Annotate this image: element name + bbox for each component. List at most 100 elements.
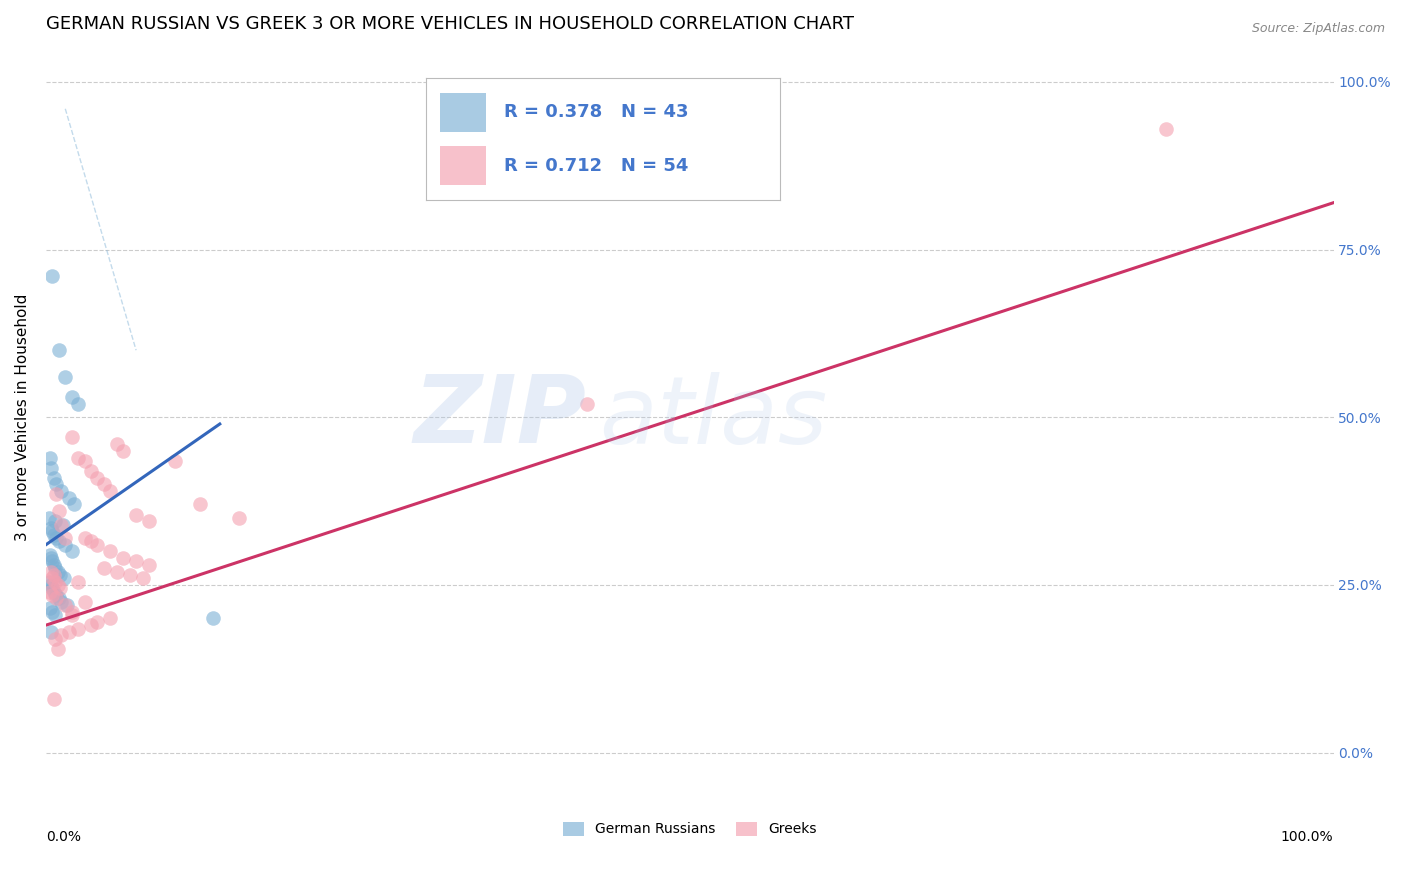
Point — [38, 511, 60, 525]
Point — [41, 605, 63, 619]
Point — [86, 470, 108, 484]
Point — [45, 487, 67, 501]
Point — [41, 554, 63, 568]
Text: 100.0%: 100.0% — [1281, 830, 1333, 845]
Point — [112, 443, 135, 458]
Point — [46, 578, 69, 592]
Point — [44, 632, 66, 646]
Point — [60, 608, 83, 623]
Point — [131, 571, 153, 585]
Point — [39, 624, 62, 639]
Point — [202, 611, 225, 625]
Point — [93, 561, 115, 575]
Point — [39, 521, 62, 535]
Point — [55, 598, 77, 612]
Point — [48, 343, 70, 358]
Point — [42, 692, 65, 706]
Point — [53, 598, 76, 612]
Point — [41, 582, 63, 596]
Legend: German Russians, Greeks: German Russians, Greeks — [557, 816, 823, 842]
Point — [73, 595, 96, 609]
Point — [80, 534, 103, 549]
Point — [48, 534, 70, 549]
Point — [86, 615, 108, 629]
Point — [38, 450, 60, 465]
Point — [58, 491, 80, 505]
Point — [163, 454, 186, 468]
Text: GERMAN RUSSIAN VS GREEK 3 OR MORE VEHICLES IN HOUSEHOLD CORRELATION CHART: GERMAN RUSSIAN VS GREEK 3 OR MORE VEHICL… — [46, 15, 853, 33]
Point — [41, 524, 63, 539]
Point — [39, 578, 62, 592]
Point — [80, 618, 103, 632]
Y-axis label: 3 or more Vehicles in Household: 3 or more Vehicles in Household — [15, 293, 30, 541]
Point — [42, 527, 65, 541]
Point — [105, 565, 128, 579]
Point — [42, 558, 65, 572]
Point — [118, 567, 141, 582]
Point — [48, 591, 70, 606]
Point — [138, 558, 160, 572]
Point — [38, 574, 60, 589]
Point — [125, 554, 148, 568]
Point — [60, 430, 83, 444]
Point — [38, 601, 60, 615]
Point — [51, 517, 73, 532]
Point — [60, 544, 83, 558]
Point — [60, 605, 83, 619]
Point — [42, 470, 65, 484]
Point — [93, 477, 115, 491]
Point — [105, 437, 128, 451]
Point — [67, 574, 90, 589]
Point — [53, 571, 76, 585]
Point — [44, 514, 66, 528]
Point — [73, 454, 96, 468]
Point — [53, 370, 76, 384]
Point — [190, 498, 212, 512]
Point — [44, 574, 66, 589]
Point — [98, 544, 121, 558]
Point — [49, 582, 72, 596]
Point — [45, 588, 67, 602]
Point — [58, 624, 80, 639]
Point — [73, 531, 96, 545]
Point — [53, 538, 76, 552]
Point — [41, 571, 63, 585]
Point — [38, 548, 60, 562]
Text: ZIP: ZIP — [413, 371, 586, 463]
Point — [53, 531, 76, 545]
Point — [60, 390, 83, 404]
Point — [49, 567, 72, 582]
Point — [575, 397, 598, 411]
Point — [39, 551, 62, 566]
Point — [63, 498, 86, 512]
Point — [46, 565, 69, 579]
Point — [67, 450, 90, 465]
Point — [48, 504, 70, 518]
Point — [45, 531, 67, 545]
Point — [44, 561, 66, 575]
Point — [41, 269, 63, 284]
Point — [125, 508, 148, 522]
Text: 0.0%: 0.0% — [46, 830, 82, 845]
Point — [45, 591, 67, 606]
Point — [138, 514, 160, 528]
Point — [39, 460, 62, 475]
Point — [44, 608, 66, 623]
Point — [228, 511, 250, 525]
Point — [98, 483, 121, 498]
Point — [67, 622, 90, 636]
Point — [86, 538, 108, 552]
Point — [45, 477, 67, 491]
Text: Source: ZipAtlas.com: Source: ZipAtlas.com — [1251, 22, 1385, 36]
Point — [52, 517, 75, 532]
Point — [51, 628, 73, 642]
Point — [51, 483, 73, 498]
Point — [112, 551, 135, 566]
Point — [98, 611, 121, 625]
Point — [39, 565, 62, 579]
Point — [42, 584, 65, 599]
Point — [1154, 122, 1177, 136]
Point — [67, 397, 90, 411]
Point — [80, 464, 103, 478]
Point — [42, 567, 65, 582]
